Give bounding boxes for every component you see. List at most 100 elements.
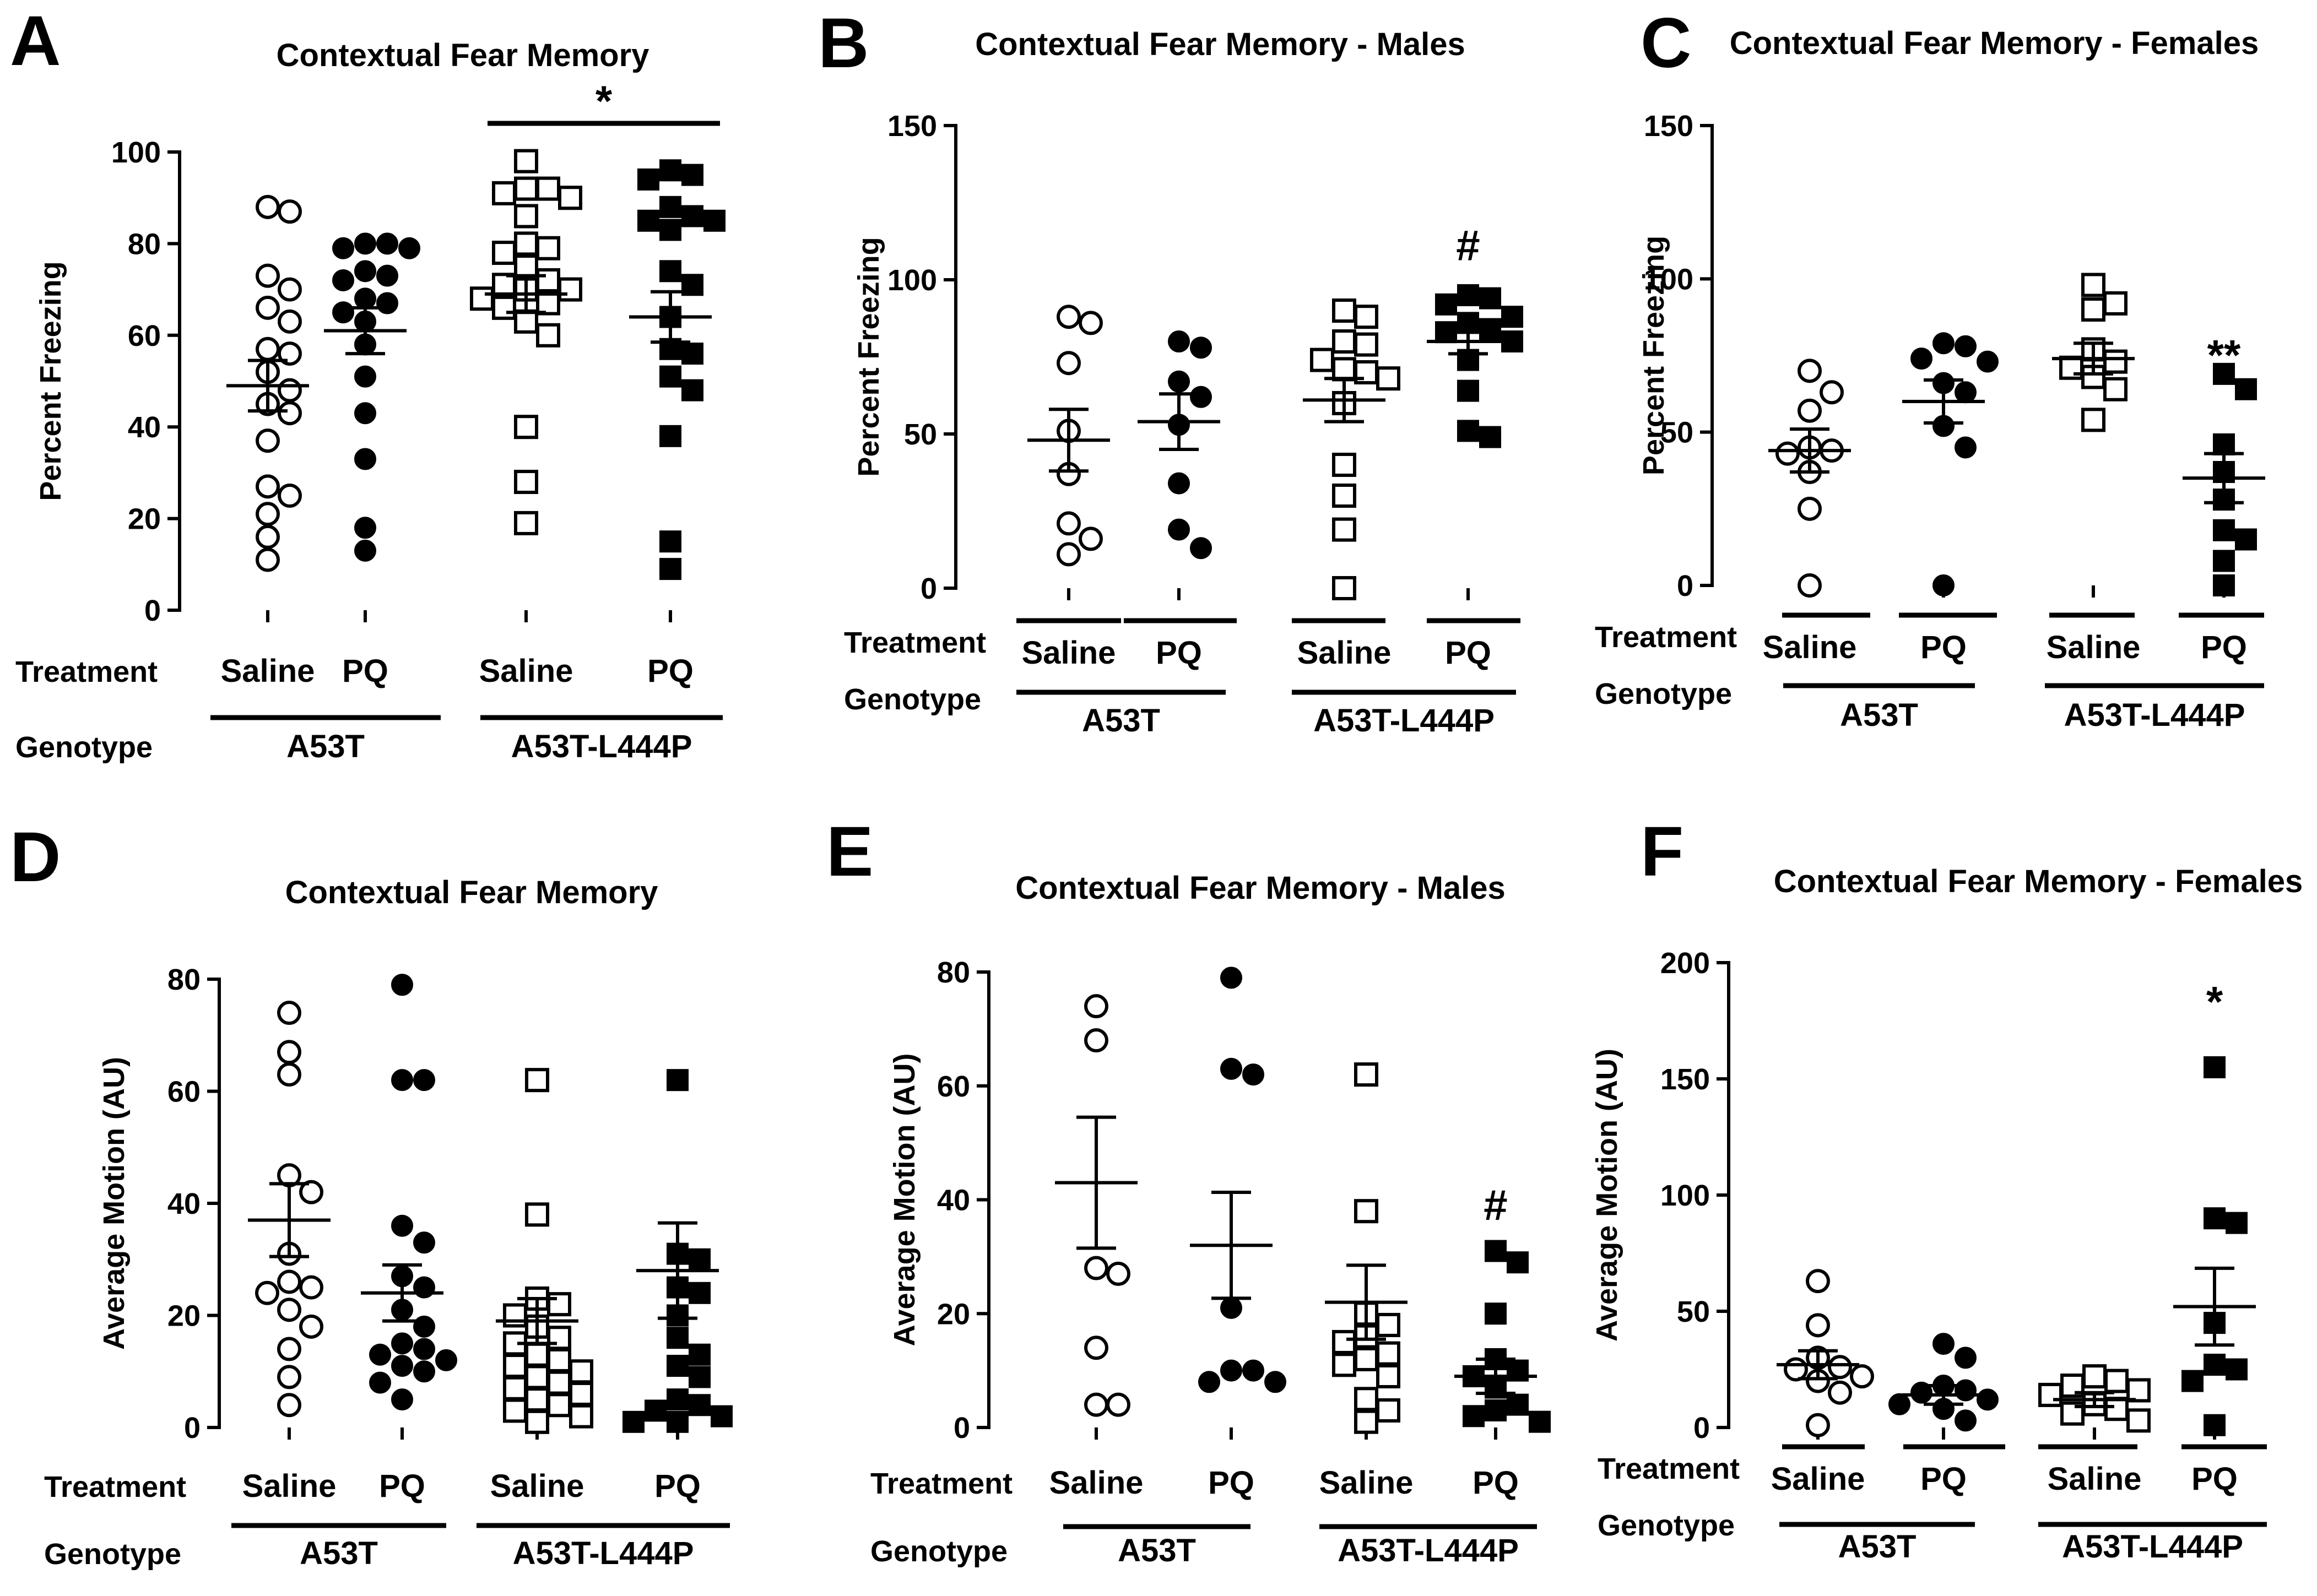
- panel-letter: A: [10, 2, 61, 80]
- genotype-label: A53T: [300, 1535, 378, 1571]
- data-point: [1057, 351, 1081, 376]
- data-point: [1057, 511, 1081, 536]
- data-point: [1955, 381, 1977, 404]
- data-point: [470, 286, 494, 311]
- y-axis-label: Percent Freezing: [852, 237, 885, 476]
- data-point: [391, 1355, 413, 1377]
- data-point: [525, 1068, 549, 1093]
- data-point: [1784, 1357, 1808, 1382]
- data-point: [525, 1202, 549, 1227]
- panel-letter: E: [826, 812, 873, 891]
- data-point: [1910, 1381, 1932, 1404]
- data-point: [391, 974, 413, 996]
- treatment-label: PQ: [1473, 1465, 1519, 1501]
- data-point: [536, 236, 560, 260]
- data-point: [659, 365, 681, 388]
- data-point: [391, 1214, 413, 1237]
- panel-letter: D: [10, 818, 61, 897]
- data-point: [2213, 519, 2235, 541]
- data-point: [1168, 330, 1190, 352]
- treatment-label: Saline: [2047, 629, 2141, 665]
- data-point: [2103, 377, 2127, 401]
- y-tick-label: 0: [1677, 569, 1693, 602]
- significance-marker: **: [2207, 331, 2241, 379]
- data-point: [558, 186, 582, 210]
- data-point: [278, 199, 302, 224]
- data-point: [1977, 1388, 1999, 1411]
- treatment-label: PQ: [2191, 1461, 2238, 1497]
- treatment-label: Saline: [479, 653, 573, 689]
- treatment-label: Saline: [1319, 1465, 1414, 1501]
- data-point: [2235, 528, 2257, 551]
- y-tick-label: 0: [144, 594, 161, 627]
- data-point: [413, 1360, 435, 1383]
- data-point: [1798, 496, 1822, 521]
- y-tick-label: 100: [1644, 263, 1693, 296]
- data-point: [1079, 311, 1103, 335]
- data-point: [492, 273, 516, 297]
- panel-b: B Contextual Fear Memory - Males Percent F…: [818, 4, 1523, 739]
- data-point: [1332, 453, 1356, 477]
- data-point: [1332, 484, 1356, 508]
- data-point: [1084, 1392, 1108, 1417]
- panel-letter: C: [1641, 4, 1691, 83]
- data-point: [376, 232, 398, 255]
- data-point: [413, 1231, 435, 1254]
- data-point: [299, 1180, 323, 1204]
- data-point: [689, 1248, 711, 1271]
- data-point: [1479, 287, 1501, 310]
- data-point: [1332, 1329, 1356, 1354]
- data-point: [278, 484, 302, 508]
- data-point: [277, 1040, 301, 1065]
- data-point: [369, 1371, 391, 1394]
- data-point: [1168, 518, 1190, 541]
- data-point: [278, 378, 302, 403]
- data-point: [256, 194, 280, 219]
- data-point: [1079, 526, 1103, 551]
- y-tick-label: 50: [1660, 416, 1693, 449]
- genotype-row-label: Genotype: [44, 1538, 181, 1571]
- significance-marker: #: [1484, 1181, 1507, 1229]
- treatment-row-label: Treatment: [1595, 621, 1737, 654]
- data-point: [2181, 1370, 2204, 1392]
- data-point: [645, 1399, 667, 1422]
- y-tick-label: 60: [167, 1076, 201, 1109]
- y-tick-label: 0: [954, 1412, 970, 1445]
- y-axis-label: Percent Freezing: [34, 261, 67, 501]
- data-point: [1435, 321, 1457, 344]
- data-point: [256, 547, 280, 572]
- data-point: [1977, 350, 1999, 373]
- data-point: [525, 1365, 549, 1389]
- data-point: [354, 517, 376, 539]
- data-point: [492, 241, 516, 265]
- genotype-label: A53T: [1838, 1529, 1917, 1565]
- data-point: [278, 401, 302, 426]
- data-point: [2226, 1212, 2248, 1234]
- y-tick-label: 150: [1660, 1063, 1710, 1096]
- data-point: [547, 1326, 571, 1350]
- data-point: [1354, 1199, 1378, 1224]
- significance-marker: *: [2206, 978, 2223, 1026]
- data-point: [514, 309, 538, 334]
- data-point: [277, 1365, 301, 1389]
- treatment-row-label: Treatment: [15, 655, 158, 688]
- treatment-label: PQ: [2201, 629, 2247, 665]
- data-point: [536, 323, 560, 348]
- data-point: [569, 1381, 593, 1406]
- data-point: [569, 1404, 593, 1429]
- data-point: [376, 292, 398, 314]
- treatment-label: Saline: [1771, 1461, 1865, 1497]
- data-point: [2081, 408, 2105, 432]
- data-point: [2226, 1358, 2248, 1381]
- treatment-label: PQ: [654, 1468, 701, 1504]
- genotype-label: A53T-L444P: [1313, 703, 1495, 739]
- data-point: [1332, 517, 1356, 542]
- data-point: [536, 291, 560, 316]
- data-point: [689, 1282, 711, 1304]
- data-point: [1932, 574, 1955, 596]
- data-point: [255, 1280, 279, 1305]
- chart-title: Contextual Fear Memory - Females: [1774, 864, 2303, 899]
- panel-letter: F: [1641, 812, 1683, 891]
- data-point: [299, 1275, 323, 1300]
- genotype-label: A53T-L444P: [1338, 1533, 1519, 1568]
